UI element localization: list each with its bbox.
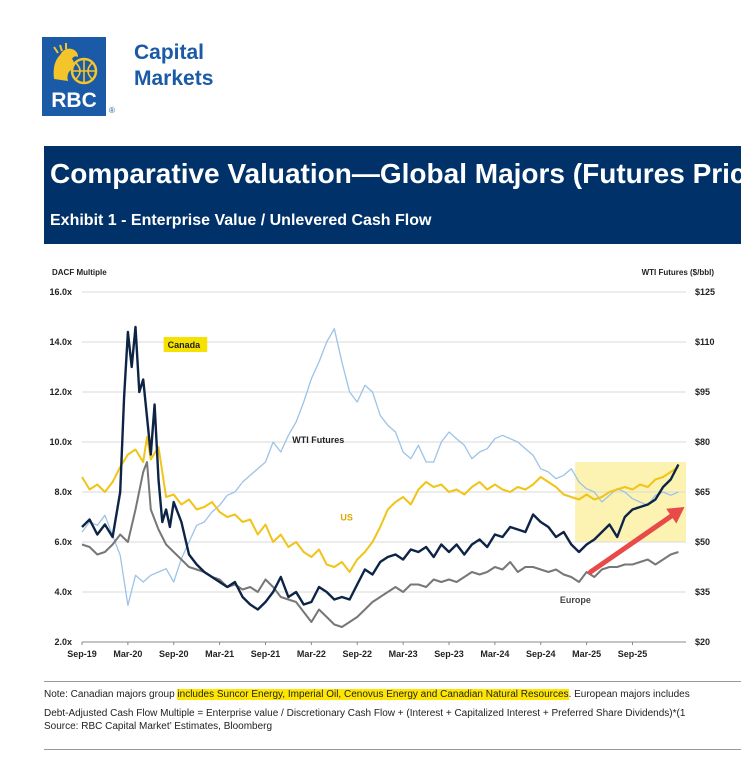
x-tick-label: Mar-22	[297, 649, 326, 659]
note-line-2: Debt-Adjusted Cash Flow Multiple = Enter…	[44, 708, 686, 719]
highlight-box	[575, 462, 686, 542]
divider-bottom	[44, 749, 741, 750]
brand-line-1: Capital	[134, 41, 205, 64]
trend-arrow-shaft	[587, 513, 674, 575]
note-suffix: . European majors includes	[568, 689, 690, 700]
series-line-us	[81, 436, 679, 573]
notes: Note: Canadian majors group includes Sun…	[44, 689, 741, 740]
note-highlight: includes Suncor Energy, Imperial Oil, Ce…	[177, 689, 569, 700]
series-label: Europe	[560, 595, 591, 605]
y2-tick-label: $35	[695, 587, 710, 597]
y-tick-label: 12.0x	[49, 387, 72, 397]
chart-container: 16.0x 14.0x 12.0x 10.0x 8.0x 6.0x 4.0x 2.0x $125…	[0, 258, 741, 670]
exhibit-subtitle: Exhibit 1 - Enterprise Value / Unlevered…	[50, 212, 432, 229]
x-tick-label: Mar-24	[480, 649, 509, 659]
y2-tick-label: $50	[695, 537, 710, 547]
title-banner: Comparative Valuation—Global Majors (Fut…	[44, 146, 741, 244]
x-tick-label: Mar-21	[205, 649, 234, 659]
y2-tick-label: $65	[695, 487, 710, 497]
registered-mark: ®	[109, 106, 115, 115]
note-prefix: Note: Canadian majors group	[44, 689, 178, 700]
x-tick-label: Sep-20	[159, 649, 189, 659]
y-tick-label: 14.0x	[49, 337, 72, 347]
note-line-1: Note: Canadian majors group includes Sun…	[44, 689, 741, 700]
x-tick-label: Sep-19	[67, 649, 97, 659]
y-tick-label: 8.0x	[54, 487, 72, 497]
y-tick-label: 16.0x	[49, 287, 72, 297]
series-label: Canada	[168, 340, 202, 350]
series-label: WTI Futures	[292, 435, 344, 445]
y2-tick-label: $20	[695, 637, 710, 647]
series-label-bg	[163, 337, 208, 352]
lion-globe-icon	[53, 43, 98, 85]
page-title: Comparative Valuation—Global Majors (Fut…	[50, 158, 741, 189]
y-tick-label: 6.0x	[54, 537, 72, 547]
y-axis-title: DACF Multiple	[52, 268, 107, 277]
y2-axis-title: WTI Futures ($/bbl)	[642, 268, 715, 277]
rbc-logo: RBC	[42, 37, 106, 116]
y2-tick-label: $110	[695, 337, 715, 347]
x-tick-label: Mar-23	[389, 649, 418, 659]
x-tick-label: Sep-23	[434, 649, 464, 659]
brand-name: Capital Markets	[134, 40, 213, 92]
logo-text: RBC	[51, 89, 97, 112]
brand-line-2: Markets	[134, 67, 214, 90]
series-label: US	[340, 513, 353, 523]
y-tick-label: 2.0x	[54, 637, 72, 647]
divider-top	[44, 681, 741, 682]
series-line-canada	[81, 325, 680, 611]
valuation-chart: 16.0x 14.0x 12.0x 10.0x 8.0x 6.0x 4.0x 2.0x $125…	[49, 268, 715, 659]
note-source: Source: RBC Capital Market’ Estimates, B…	[44, 721, 273, 732]
trend-arrow-head	[666, 507, 685, 524]
x-tick-label: Sep-25	[618, 649, 648, 659]
y2-tick-label: $125	[695, 287, 715, 297]
x-tick-label: Mar-20	[113, 649, 142, 659]
y-tick-label: 10.0x	[49, 437, 72, 447]
x-tick-label: Mar-25	[572, 649, 601, 659]
x-tick-label: Sep-24	[526, 649, 556, 659]
series-line-europe	[81, 461, 679, 628]
x-tick-label: Sep-21	[251, 649, 281, 659]
y2-tick-label: $95	[695, 387, 710, 397]
x-tick-label: Sep-22	[342, 649, 372, 659]
y2-tick-label: $80	[695, 437, 710, 447]
y-tick-label: 4.0x	[54, 587, 72, 597]
